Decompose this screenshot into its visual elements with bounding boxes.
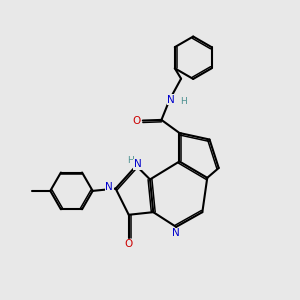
Text: O: O (124, 239, 133, 249)
Text: N: N (167, 94, 175, 105)
Text: O: O (132, 116, 140, 126)
Text: H: H (128, 156, 134, 165)
Text: N: N (105, 182, 113, 192)
Text: N: N (172, 228, 180, 239)
Text: H: H (180, 98, 187, 106)
Text: N: N (134, 159, 142, 169)
